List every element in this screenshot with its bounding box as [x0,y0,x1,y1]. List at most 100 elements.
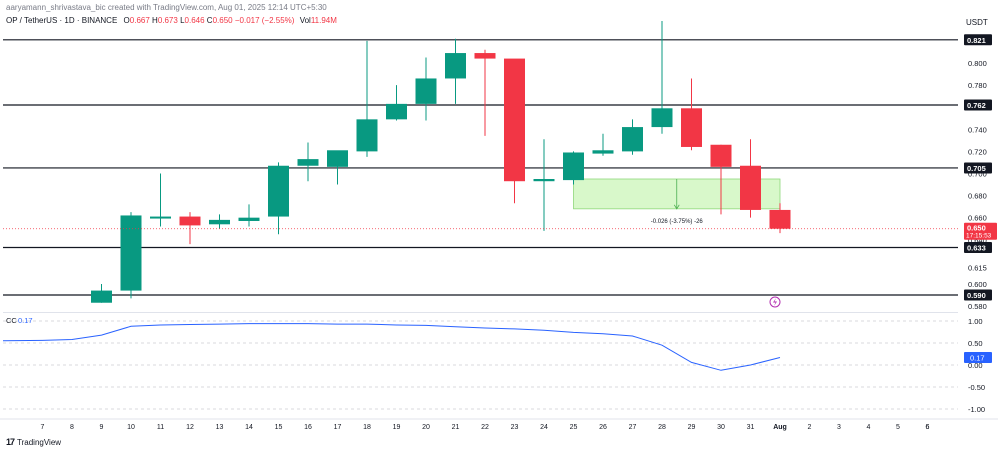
indicator-name: CC [6,316,17,325]
candle-body[interactable] [533,179,555,182]
indicator-axis-tick: -0.50 [968,383,985,392]
indicator-value: 0.17 [18,316,33,325]
candle-body[interactable] [740,165,761,210]
high-value: 0.673 [157,16,178,25]
level-tag [964,162,992,174]
open-value: 0.667 [129,16,150,25]
candle-body[interactable] [356,119,378,152]
time-axis-tick: 6 [926,424,930,431]
time-axis-tick: 6 [926,424,930,431]
price-axis-tick: 0.700 [968,169,987,178]
price-axis-tick: 0.720 [968,147,987,156]
measure-label: -0.026 (-3.75%) -26 [651,219,704,225]
price-axis-tick: 0.580 [968,302,987,311]
price-axis-tick: 0.615 [968,263,987,272]
indicator-axis-tick: -1.00 [968,405,985,414]
time-axis-tick: 8 [70,424,74,431]
time-axis-tick: 21 [452,424,460,431]
time-axis-tick: 11 [157,424,164,431]
time-axis-tick: 14 [245,424,253,431]
time-axis-tick: 7 [41,424,45,431]
candle-body[interactable] [563,152,584,181]
time-axis-tick: 28 [658,424,666,431]
time-axis-tick: 9 [100,424,104,431]
candle-body[interactable] [681,108,702,147]
time-axis-tick: 10 [127,424,135,431]
price-axis-tick: 0.680 [968,192,987,201]
level-tag-label: 0.821 [967,36,986,45]
indicator-axis-tick: 1.00 [968,317,983,326]
time-axis-tick: 15 [275,424,283,431]
candle-body[interactable] [268,165,289,217]
level-tag-label: 0.762 [967,101,986,110]
volume-label: Vol [299,16,311,25]
level-tag-label: 0.590 [967,291,986,300]
price-axis-tick: 0.640 [968,236,987,245]
time-axis-tick: 3 [837,424,841,431]
time-axis-tick: 5 [896,424,900,431]
candle-body[interactable] [445,53,466,79]
time-axis-tick: 24 [540,424,548,431]
close-value: 0.650 [212,16,233,25]
candle-body[interactable] [474,53,496,59]
time-axis-tick: 16 [304,424,312,431]
candle-body[interactable] [91,290,112,303]
time-axis-tick: 27 [629,424,637,431]
price-axis-tick: 0.660 [968,214,987,223]
candle-body[interactable] [120,215,142,291]
price-axis-tick: 0.780 [968,81,987,90]
candle-body[interactable] [179,216,201,226]
level-tag-label: 0.705 [967,164,986,173]
candle-body[interactable] [327,150,348,167]
price-axis-tick: 0.740 [968,125,987,134]
time-axis-tick: 4 [867,424,871,431]
time-axis-tick: 29 [688,424,696,431]
change-value: −0.017 (−2.55%) [234,16,295,25]
candle-body[interactable] [209,219,230,225]
candle-body[interactable] [769,209,791,229]
time-axis-tick: 2 [808,424,812,431]
symbol-label[interactable]: OP / TetherUS · 1D · BINANCE [6,16,118,25]
candle-body[interactable] [504,58,525,182]
price-axis-tick: 0.800 [968,59,987,68]
indicator-value-tag [964,352,992,364]
time-axis-tick: 12 [186,424,194,431]
level-tag [964,241,992,253]
candle-body[interactable] [651,108,673,128]
countdown-label: 17:15:53 [966,233,992,240]
candle-body[interactable] [710,144,732,167]
volume-value: 11.94M [310,16,337,25]
candle-body[interactable] [386,103,407,120]
measure-label-bg [644,214,709,225]
candle-body[interactable] [592,150,614,154]
candle-body[interactable] [297,159,319,166]
candle-body[interactable] [150,216,171,219]
time-axis-tick: 26 [599,424,607,431]
current-price-tag[interactable] [964,222,997,240]
currency-label[interactable]: USDT [966,18,988,27]
cc-indicator-line[interactable] [2,323,781,371]
candle-body[interactable] [415,78,437,104]
time-axis-tick: 22 [481,424,489,431]
time-axis-tick: 17 [334,424,342,431]
price-axis-tick: 0.600 [968,280,987,289]
ohlc-legend: OP / TetherUS · 1D · BINANCE O0.667 H0.6… [6,16,337,25]
level-tag [964,34,992,46]
close-label: C [206,16,213,25]
indicator-axis-tick: 0.00 [968,361,983,370]
low-value: 0.646 [184,16,205,25]
time-axis-tick: 20 [422,424,430,431]
time-axis-tick: 31 [747,424,755,431]
candle-body[interactable] [238,217,260,221]
tradingview-logo[interactable]: 17 TradingView [6,437,61,447]
candle-body[interactable] [622,127,643,152]
high-label: H [152,16,158,25]
time-axis-tick: 13 [216,424,224,431]
level-tag-label: 0.633 [967,243,986,252]
level-tag [964,99,992,111]
current-price-label: 0.650 [967,224,986,233]
tradingview-logo-icon: 17 [6,437,15,447]
low-label: L [180,16,185,25]
open-label: O [123,16,130,25]
